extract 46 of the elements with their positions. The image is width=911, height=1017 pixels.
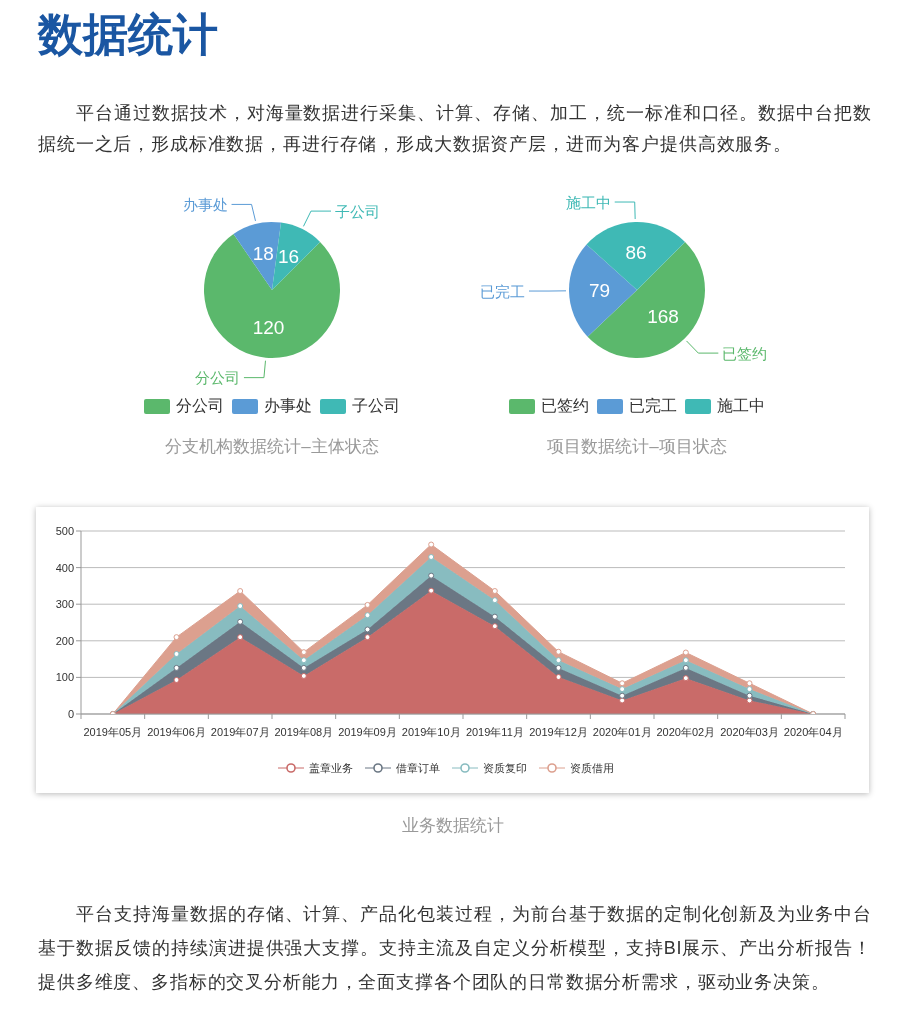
y-tick-label: 0 xyxy=(67,707,74,720)
y-tick-label: 400 xyxy=(55,561,74,574)
data-label: 168 xyxy=(647,306,679,328)
legend-label: 办事处 xyxy=(264,395,312,416)
x-tick-label: 2020年03月 xyxy=(720,726,779,738)
slice-label: 施工中 xyxy=(565,193,611,211)
x-tick-label: 2019年09月 xyxy=(338,726,397,738)
legend-label: 盖章业务 xyxy=(308,760,353,776)
text: 平台支持海量数据的存储、计算、产品化包装过程，为前台基于数据的定制化创新及为业务中台基于数据反馈的持续演进提供强大支撑。支持主流及自定义分析模型，支持BI展示、产出分析报告！提供多维度、多指标的交叉分析能力，全面支撑各个团队的日常数据分析需求，驱动业务决策。 xyxy=(38,903,872,994)
y-tick-label: 100 xyxy=(55,671,74,684)
x-tick-label: 2020年01月 xyxy=(592,726,652,738)
legend-label: 借章订单 xyxy=(395,760,440,776)
text: 平台通过数据技术，对海量数据进行采集、计算、存储、加工，统一标准和口径。数据中台把数据统一之后，形成标准数据，再进行存储，形成大数据资产层，进而为客户提供高效服务。 xyxy=(38,102,872,156)
x-tick-label: 2020年04月 xyxy=(783,726,843,738)
data-label: 79 xyxy=(589,279,611,301)
legend-label: 已签约 xyxy=(541,395,589,416)
slice-label: 分公司 xyxy=(194,369,240,387)
legend-label: 子公司 xyxy=(352,395,400,416)
x-tick-label: 2019年11月 xyxy=(465,726,524,738)
legend-label: 施工中 xyxy=(717,395,765,416)
text: 项目数据统计–项目状态 xyxy=(546,436,728,458)
y-tick-label: 300 xyxy=(55,598,74,611)
x-tick-label: 2019年05月 xyxy=(83,726,143,738)
y-tick-label: 500 xyxy=(55,524,74,537)
text: 业务数据统计 xyxy=(400,815,505,837)
legend-label: 已完工 xyxy=(629,395,677,416)
slice-label: 办事处 xyxy=(182,195,228,213)
text: 数据统计 xyxy=(38,8,219,62)
x-tick-label: 2019年06月 xyxy=(147,726,206,738)
data-label: 16 xyxy=(278,245,300,267)
text: 分支机构数据统计–主体状态 xyxy=(164,436,380,458)
x-tick-label: 2019年10月 xyxy=(401,726,461,738)
slice-label: 已完工 xyxy=(480,282,526,300)
y-tick-label: 200 xyxy=(55,634,74,647)
data-label: 18 xyxy=(252,243,274,265)
slice-label: 已签约 xyxy=(722,344,768,362)
slice-label: 子公司 xyxy=(334,202,380,220)
x-tick-label: 2019年07月 xyxy=(210,726,270,738)
legend-label: 资质复印 xyxy=(482,760,527,776)
legend-label: 分公司 xyxy=(176,395,224,416)
data-label: 120 xyxy=(252,316,285,338)
data-label: 86 xyxy=(625,242,647,264)
x-tick-label: 2020年02月 xyxy=(656,726,716,738)
legend-label: 资质借用 xyxy=(569,760,614,776)
x-tick-label: 2019年12月 xyxy=(529,726,588,738)
x-tick-label: 2019年08月 xyxy=(274,726,334,738)
